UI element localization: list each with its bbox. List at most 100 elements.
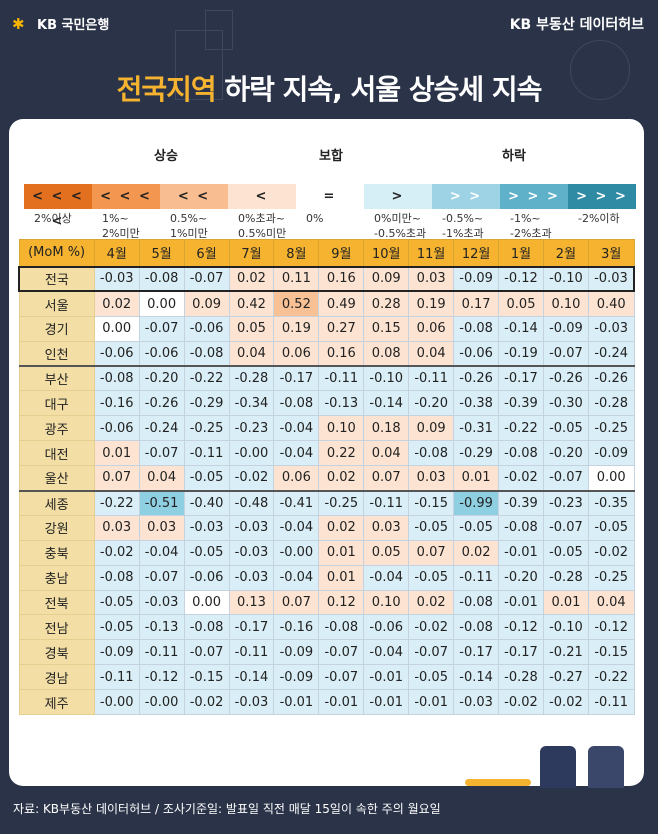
month-header: 5월	[138, 239, 185, 267]
value-cell: -0.20	[498, 564, 544, 591]
value-cell: -0.22	[183, 365, 230, 392]
value-cell: 0.03	[408, 265, 455, 293]
value-cell: -0.25	[587, 415, 635, 442]
value-cell: -0.02	[498, 465, 544, 492]
value-cell: 0.16	[318, 265, 365, 293]
value-cell: -0.08	[318, 614, 365, 641]
month-header: 6월	[183, 239, 230, 267]
value-cell: -0.04	[363, 564, 410, 591]
value-cell: -0.04	[273, 564, 320, 591]
legend-up-heading: 상승	[154, 149, 178, 164]
value-cell: -0.08	[183, 614, 230, 641]
table-row: 충남 -0.08 -0.07 -0.06 -0.03 -0.04 0.01 -0.04 -0.0…	[18, 564, 635, 591]
value-cell: -0.08	[453, 589, 500, 616]
value-cell: -0.06	[363, 614, 410, 641]
legend-swatch: < <	[160, 184, 228, 209]
content-card: 상승 보합 하락 < < < <2%이상 < < < 1%~ 2%미만 < < 0.5%…	[9, 119, 644, 786]
value-cell: 0.06	[273, 465, 320, 492]
value-cell: 0.18	[363, 415, 410, 442]
value-cell: -0.01	[498, 539, 544, 566]
source-note: 자료: KB부동산 데이터허브 / 조사기준일: 발표일 직전 매달 15일이 …	[13, 802, 441, 816]
value-cell: -0.35	[587, 489, 635, 516]
legend-down-heading: 하락	[502, 149, 526, 164]
value-cell: -0.05	[93, 614, 140, 641]
value-cell: -0.20	[138, 365, 185, 392]
value-cell: 0.40	[587, 290, 635, 317]
value-cell: -0.03	[228, 514, 275, 541]
brand-name: KB 부동산 데이터허브	[509, 17, 644, 33]
value-cell: -0.08	[93, 365, 140, 392]
value-cell: -0.06	[453, 340, 500, 367]
value-cell: -0.04	[273, 440, 320, 467]
value-cell: -0.25	[318, 489, 365, 516]
table-row: 경북 -0.09 -0.11 -0.07 -0.11 -0.09 -0.07 -0.04 -0.…	[18, 639, 635, 666]
value-cell: -0.07	[138, 564, 185, 591]
value-cell: -0.02	[542, 689, 589, 716]
region-label: 인천	[18, 340, 95, 367]
legend-range-label: -0.5%~ -1%초과	[442, 212, 484, 240]
value-cell: 0.07	[273, 589, 320, 616]
legend-swatch: =	[296, 184, 364, 209]
table-corner-header: (MoM %)	[18, 239, 95, 267]
region-label: 대구	[18, 390, 95, 417]
value-cell: 0.05	[498, 290, 544, 317]
value-cell: 0.22	[318, 440, 365, 467]
value-cell: -0.03	[183, 514, 230, 541]
value-cell: -0.39	[498, 390, 544, 417]
month-header: 7월	[228, 239, 275, 267]
value-cell: -0.08	[408, 440, 455, 467]
value-cell: -0.28	[542, 564, 589, 591]
value-cell: -0.01	[273, 689, 320, 716]
legend-swatch: >	[364, 184, 432, 209]
value-cell: -0.13	[138, 614, 185, 641]
table-row: 강원 0.03 0.03 -0.03 -0.03 -0.04 0.02 0.03 -0.05 -0…	[18, 514, 635, 541]
region-label: 대전	[18, 440, 95, 467]
legend-swatch: <	[228, 184, 296, 209]
title-highlight: 전국지역	[116, 73, 217, 106]
value-cell: -0.21	[542, 639, 589, 666]
value-cell: -0.05	[587, 514, 635, 541]
region-label: 울산	[18, 465, 95, 492]
value-cell: -0.09	[273, 664, 320, 691]
value-cell: -0.05	[453, 514, 500, 541]
value-cell: -0.17	[228, 614, 275, 641]
value-cell: -0.02	[408, 614, 455, 641]
value-cell: -0.03	[453, 689, 500, 716]
value-cell: -0.04	[138, 539, 185, 566]
bank-name: KB 국민은행	[37, 18, 110, 33]
value-cell: 0.04	[363, 440, 410, 467]
value-cell: 0.02	[228, 265, 275, 293]
value-cell: 0.02	[93, 290, 140, 317]
legend-swatch: > > >	[500, 184, 568, 209]
legend-range-label: 0.5%~ 1%미만	[170, 212, 208, 240]
value-cell: -0.08	[453, 315, 500, 342]
page-indicator	[465, 779, 531, 786]
value-cell: -0.08	[273, 390, 320, 417]
region-label: 전남	[18, 614, 95, 641]
value-cell: 0.03	[138, 514, 185, 541]
region-label: 세종	[18, 489, 95, 516]
table-row: 세종 -0.22 -0.51 -0.40 -0.48 -0.41 -0.25 -0.11 -0.…	[18, 489, 635, 516]
value-cell: 0.08	[363, 340, 410, 367]
next-page-button[interactable]	[588, 746, 624, 788]
value-cell: 0.12	[318, 589, 365, 616]
value-cell: -0.23	[542, 489, 589, 516]
value-cell: -0.08	[498, 440, 544, 467]
value-cell: 0.49	[318, 290, 365, 317]
value-cell: -0.24	[138, 415, 185, 442]
value-cell: -0.07	[138, 440, 185, 467]
value-cell: 0.42	[228, 290, 275, 317]
value-cell: 0.04	[408, 340, 455, 367]
table-row: 대전 0.01 -0.07 -0.11 -0.00 -0.04 0.22 0.04 -0.08-…	[18, 440, 635, 467]
value-cell: -0.30	[542, 390, 589, 417]
value-cell: -0.11	[93, 664, 140, 691]
value-cell: 0.01	[318, 564, 365, 591]
table-row: 제주 -0.00 -0.00 -0.02 -0.03 -0.01 -0.01 -0.01 -0.…	[18, 689, 635, 716]
month-header: 3월	[587, 239, 635, 267]
month-header: 2월	[542, 239, 589, 267]
prev-page-button[interactable]	[540, 746, 576, 788]
value-cell: -0.22	[587, 664, 635, 691]
value-cell: -0.11	[138, 639, 185, 666]
value-cell: 0.01	[453, 465, 500, 492]
legend: 상승 보합 하락 < < < <2%이상 < < < 1%~ 2%미만 < < 0.5%…	[24, 139, 636, 240]
